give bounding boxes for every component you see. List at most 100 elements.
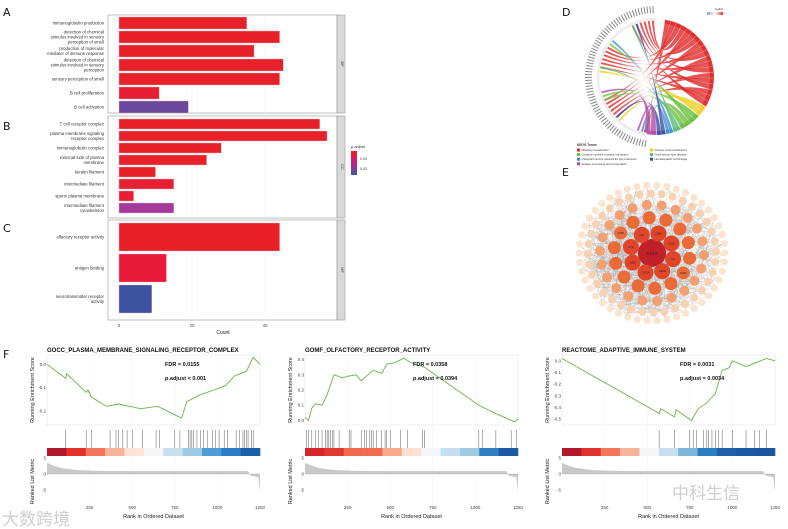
bar <box>118 100 189 114</box>
es-y-tick: 0.3 <box>298 372 305 377</box>
bar-label: receptor complex <box>71 136 105 141</box>
panel-label-d: D <box>562 6 570 19</box>
gene-label-mark <box>587 59 595 62</box>
facet-strip-label: CC <box>340 164 345 170</box>
network-edge <box>701 243 725 269</box>
network-edge <box>642 258 690 301</box>
es-y-tick: -0.2 <box>553 382 561 387</box>
gene-label-mark <box>585 70 593 73</box>
gene-label-mark <box>609 125 615 132</box>
network-node <box>581 222 589 230</box>
network-node <box>696 209 705 218</box>
gene-label-mark <box>640 7 643 15</box>
gene-label-mark <box>611 126 617 134</box>
network-node <box>611 283 622 294</box>
rank-color-segment <box>401 448 422 456</box>
gene-label-mark <box>587 56 595 60</box>
network-node <box>715 276 723 284</box>
network-node <box>656 200 667 211</box>
network-node <box>710 237 719 246</box>
bar-label: stimulus involved in sensory <box>51 63 105 68</box>
network-node <box>690 293 699 302</box>
running-es-line <box>561 358 776 421</box>
rank-x-tick: 250 <box>601 505 609 510</box>
rank-color-segment <box>343 448 364 456</box>
rank-color-segment <box>581 448 602 456</box>
metric-y-tick: 0 <box>43 472 46 477</box>
network-node <box>672 185 680 193</box>
gene-label-mark <box>638 139 642 147</box>
network-node <box>697 286 706 295</box>
facet-strip <box>336 14 346 114</box>
panel-label-e: E <box>562 166 569 179</box>
network-edge <box>620 220 666 234</box>
network-node <box>591 292 599 300</box>
kegg-legend-swatch <box>577 153 580 157</box>
rank-color-segment <box>201 448 222 456</box>
rank-color-segment <box>324 448 345 456</box>
network-edge <box>607 192 619 278</box>
es-y-tick: -0.3 <box>553 393 561 398</box>
ranked-metric-area <box>305 462 518 492</box>
network-edge <box>591 217 650 234</box>
network-edge <box>662 271 715 289</box>
network-node <box>682 212 693 223</box>
node-label: CD3E <box>629 262 636 265</box>
network-node <box>682 309 690 317</box>
rank-color-segment <box>305 448 325 456</box>
network-node <box>607 241 621 255</box>
fdr-value: FDR = 0.0031 <box>680 362 714 368</box>
metric-y-label: Ranked List Metric <box>288 458 294 504</box>
rank-color-segment <box>459 448 480 456</box>
network-node <box>642 211 656 225</box>
rank-color-segment <box>124 448 145 456</box>
bar-label: sperm plasma membrane <box>55 194 104 199</box>
rank-color-segment <box>163 448 183 456</box>
network-node <box>708 268 717 277</box>
gene-label-mark <box>592 105 600 110</box>
gene-label-mark <box>607 123 613 130</box>
network-node <box>671 304 680 313</box>
facet-strip <box>336 115 346 219</box>
network-node <box>596 259 607 270</box>
kegg-legend-swatch <box>577 162 580 166</box>
network-node <box>666 292 677 303</box>
gene-label-mark <box>626 12 630 19</box>
network-node <box>624 254 641 271</box>
bar <box>118 222 280 252</box>
gene-label-mark <box>635 138 639 146</box>
network-node <box>681 189 689 197</box>
metric-y-label: Ranked List Metric <box>30 458 36 504</box>
gene-label-mark <box>588 95 596 99</box>
bar <box>118 72 280 86</box>
gene-label-mark <box>595 39 602 45</box>
es-y-tick: 0.2 <box>298 388 305 393</box>
facet-strip-label: BP <box>340 61 345 67</box>
network-node <box>643 317 651 325</box>
es-y-label: Running Enrichment Score <box>288 357 294 423</box>
network-node <box>690 193 698 201</box>
kegg-legend-label: Olfactory transduction <box>582 148 610 152</box>
bar-label: immunoglobulin complex <box>57 146 105 151</box>
network-node <box>584 239 593 248</box>
network-edge <box>701 217 715 269</box>
network-node <box>599 288 608 297</box>
network-edge <box>685 217 688 314</box>
kegg-legend-title: KEGG Terms <box>577 143 597 147</box>
network-edge <box>603 279 720 293</box>
gene-label-mark <box>590 47 598 52</box>
bar-label: mediator of immune response <box>47 51 104 56</box>
network-node <box>653 181 661 189</box>
network-edge <box>614 247 677 317</box>
network-node <box>721 249 729 257</box>
bar-label: membrane <box>83 160 104 165</box>
gene-label-mark <box>588 53 596 57</box>
rank-x-label: Rank in Ordered Dataset <box>381 514 442 520</box>
rank-x-tick: 1250 <box>770 505 781 510</box>
go-bar-chart: BP immunoglobulin production detection of … <box>47 14 367 336</box>
network-node <box>576 240 584 248</box>
bar <box>118 16 247 30</box>
network-node <box>617 270 631 284</box>
bar <box>118 58 284 72</box>
bar-label: T cell receptor complex <box>60 122 105 127</box>
